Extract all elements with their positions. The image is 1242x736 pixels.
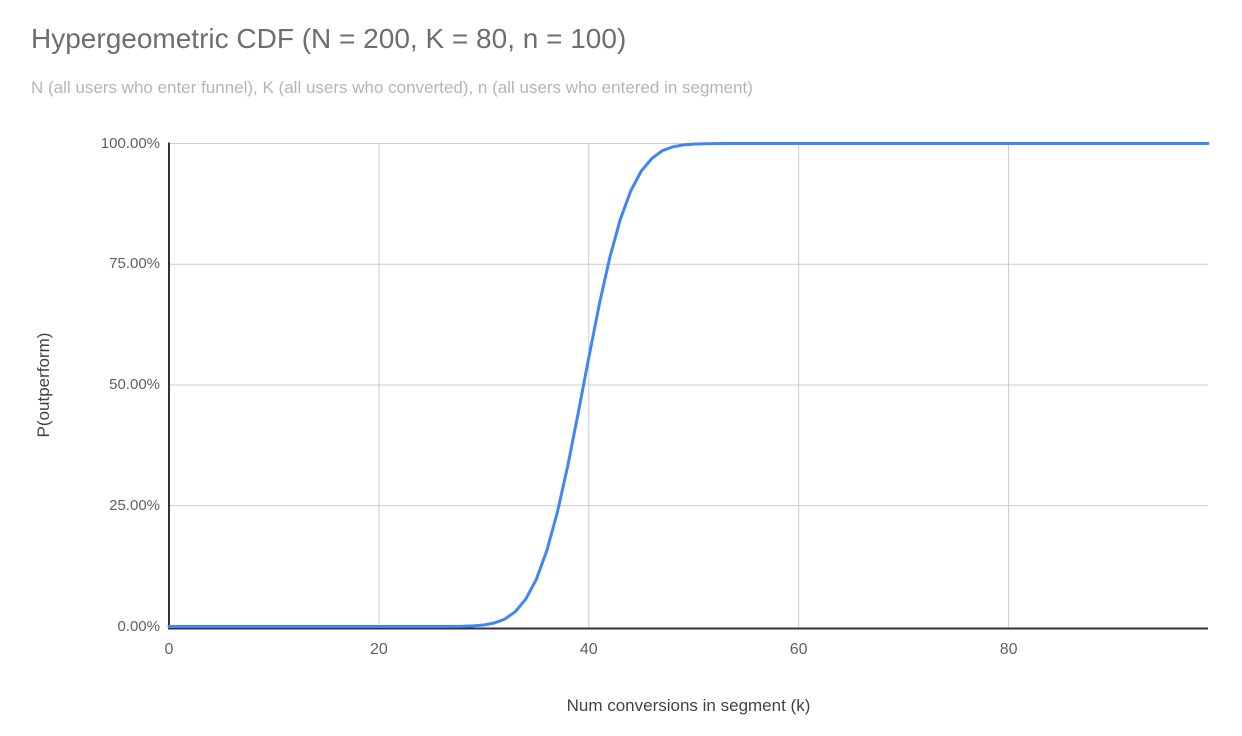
y-tick-label: 50.00%: [109, 376, 160, 393]
y-tick-label: 100.00%: [100, 134, 160, 152]
gridlines: [169, 143, 1208, 629]
x-tick-label: 60: [789, 641, 808, 658]
x-tick-label: 20: [369, 641, 388, 658]
cdf-curve-line: [167, 142, 1210, 628]
x-tick-label: 80: [999, 641, 1018, 658]
chart-subtitle: N (all users who enter funnel), K (all u…: [31, 78, 753, 97]
chart-title: Hypergeometric CDF (N = 200, K = 80, n =…: [31, 23, 627, 54]
x-tick-label: 0: [164, 641, 174, 658]
y-tick-label: 25.00%: [109, 496, 160, 514]
y-tick-label: 0.00%: [117, 617, 160, 635]
axis-lines: [168, 142, 1208, 630]
x-tick-label: 40: [579, 641, 598, 658]
y-tick-label: 75.00%: [109, 255, 160, 273]
x-axis-title: Num conversions in segment (k): [566, 696, 811, 715]
